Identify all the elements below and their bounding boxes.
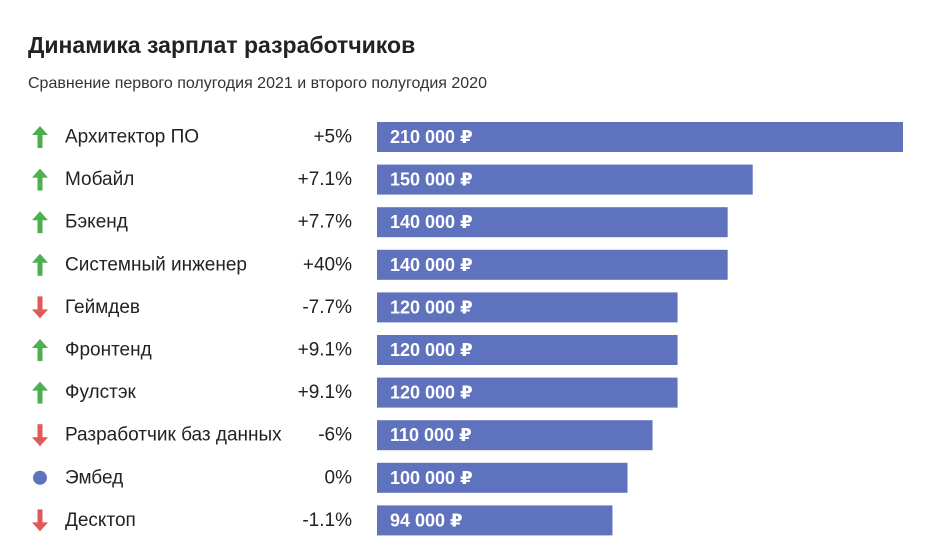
bar-value-label: 110 000 ₽ [390,425,472,445]
category-label: Разработчик баз данных [65,425,282,446]
category-label: Бэкенд [65,212,128,233]
category-label: Эмбед [65,467,123,488]
arrow-up-head [32,339,48,348]
arrow-up-head [32,211,48,221]
arrow-up-shaft [37,347,43,361]
arrow-up-shaft [37,176,43,191]
bar-value-label: 94 000 ₽ [390,510,463,530]
change-label: -6% [318,425,352,446]
salary-bar [377,377,678,408]
arrow-down-shaft [37,424,43,439]
salary-bar [377,164,753,195]
salary-bar [377,249,728,280]
category-label: Десктоп [65,510,136,531]
chart-title: Динамика зарплат разработчиков [28,32,416,58]
change-label: +7.7% [298,212,353,233]
arrow-up-icon [32,339,48,361]
arrow-down-head [32,309,48,319]
bar-value-label: 210 000 ₽ [390,127,473,147]
arrow-up-head [32,168,48,178]
chart-subtitle: Сравнение первого полугодия 2021 и второ… [28,75,487,92]
bar-value-label: 120 000 ₽ [390,383,473,403]
arrow-up-icon [32,126,48,148]
change-label: +5% [313,127,352,148]
arrow-up-head [32,126,48,135]
bar-value-label: 100 000 ₽ [390,468,473,488]
bar-value-label: 140 000 ₽ [390,212,473,232]
salary-bar [377,420,653,451]
arrow-up-head [32,381,48,391]
salary-bar [377,207,728,238]
bar-value-label: 150 000 ₽ [390,170,473,190]
bar-value-label: 120 000 ₽ [390,340,473,360]
arrow-down-shaft [37,296,43,311]
arrow-up-shaft [37,219,43,234]
salary-bar [377,505,613,536]
category-label: Архитектор ПО [65,127,199,148]
arrow-up-icon [32,168,48,191]
salary-bar [377,122,903,152]
change-label: 0% [325,467,353,488]
arrow-up-icon [32,381,48,404]
change-label: +9.1% [298,382,353,403]
dot-icon [33,470,47,485]
arrow-down-head [32,522,48,532]
change-label: +9.1% [298,340,353,361]
category-label: Системный инженер [65,254,247,275]
salary-bar [377,335,678,365]
arrow-down-shaft [37,509,43,524]
arrow-down-head [32,437,48,447]
arrow-down-icon [32,509,48,532]
arrow-down-icon [32,296,48,319]
category-label: Фронтенд [65,340,152,361]
arrow-up-icon [32,211,48,234]
bar-value-label: 140 000 ₽ [390,255,473,275]
salary-bar [377,462,628,493]
salary-bar [377,292,678,323]
arrow-up-head [32,253,48,263]
arrow-up-shaft [37,134,43,148]
arrow-up-shaft [37,261,43,276]
change-label: +7.1% [298,169,353,190]
category-label: Геймдев [65,297,140,318]
change-label: -7.7% [302,297,352,318]
change-label: -1.1% [302,510,352,531]
change-label: +40% [303,254,352,275]
arrow-up-shaft [37,389,43,404]
category-label: Фулстэк [65,382,137,403]
arrow-up-icon [32,253,48,276]
arrow-down-icon [32,424,48,447]
category-label: Мобайл [65,169,134,190]
bar-value-label: 120 000 ₽ [390,297,473,317]
